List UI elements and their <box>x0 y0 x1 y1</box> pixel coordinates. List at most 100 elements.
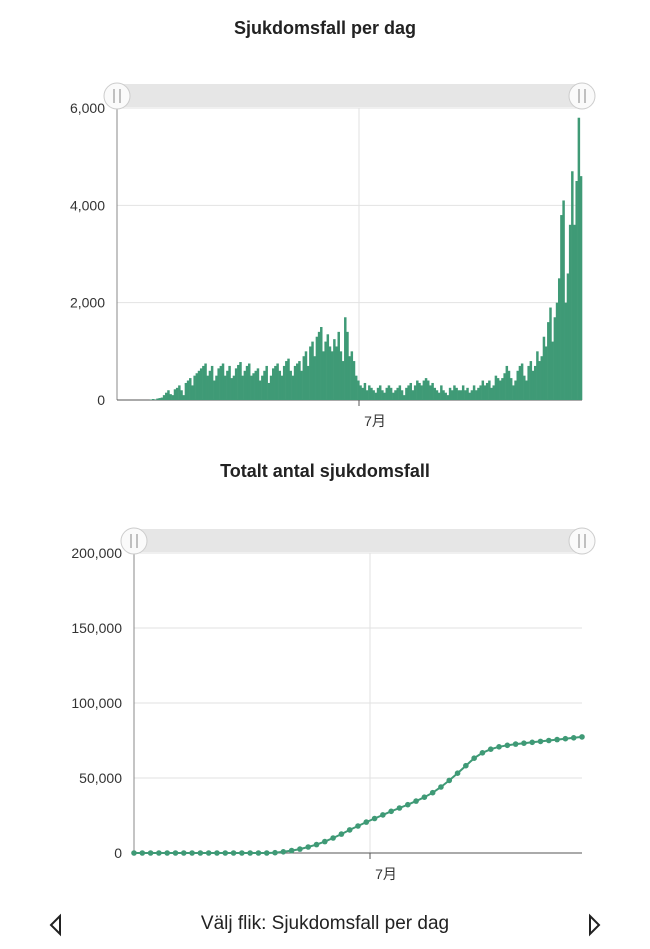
bar <box>544 346 548 400</box>
bar <box>234 368 238 400</box>
chart-title-total: Totalt antal sjukdomsfall <box>220 461 430 481</box>
bar <box>346 331 349 400</box>
bar <box>239 362 242 400</box>
bar <box>195 373 199 400</box>
bar <box>182 395 185 400</box>
range-slider-track <box>134 529 582 552</box>
data-point <box>205 850 212 856</box>
series-line <box>134 735 583 854</box>
bar <box>250 375 253 400</box>
bar <box>300 370 303 400</box>
bar <box>507 370 511 400</box>
data-point <box>380 812 386 818</box>
data-point <box>247 850 253 856</box>
data-point <box>355 823 361 829</box>
tab-selector-label[interactable]: Välj flik: Sjukdomsfall per dag <box>200 913 450 934</box>
data-point <box>446 777 453 784</box>
bar <box>357 380 360 400</box>
bar <box>409 382 413 400</box>
bar <box>296 363 299 400</box>
data-point <box>197 850 204 856</box>
data-point <box>487 746 494 752</box>
data-point <box>230 850 237 856</box>
bar <box>470 390 474 400</box>
bar <box>193 375 196 400</box>
bar <box>272 368 275 400</box>
bar <box>348 356 351 400</box>
data-point <box>570 735 577 741</box>
bar <box>496 378 500 400</box>
y-tick-label: 100,000 <box>71 695 122 711</box>
bar <box>453 385 456 400</box>
data-point <box>521 740 527 746</box>
bar <box>529 361 533 400</box>
bar <box>564 302 568 400</box>
data-point <box>504 742 511 749</box>
bar <box>226 370 229 400</box>
bar <box>533 365 537 400</box>
data-point <box>272 849 278 856</box>
data-point <box>156 850 162 856</box>
bar <box>160 397 164 400</box>
bar <box>354 375 358 400</box>
bar <box>326 334 330 400</box>
bar <box>435 390 439 400</box>
bar <box>365 390 369 400</box>
slider-handle-knob <box>568 527 596 555</box>
bar <box>381 390 384 400</box>
bar <box>287 358 290 400</box>
bar <box>293 365 297 400</box>
bar <box>509 378 513 400</box>
bar <box>370 387 373 400</box>
bar <box>396 387 399 400</box>
bar <box>501 378 504 400</box>
bar <box>230 378 234 400</box>
bar <box>400 390 404 400</box>
y-tick-label: 0 <box>114 845 122 861</box>
bar <box>341 361 345 400</box>
bar <box>184 382 188 400</box>
data-point <box>554 736 560 743</box>
bar <box>492 385 495 400</box>
slider-handle-knob <box>568 82 596 110</box>
bar <box>274 365 277 400</box>
bar <box>459 390 463 400</box>
bar <box>302 356 306 400</box>
bar <box>180 390 183 400</box>
range-slider-right-handle[interactable] <box>568 82 596 110</box>
range-slider-right-handle[interactable] <box>568 527 596 555</box>
bar <box>191 385 194 400</box>
bar <box>158 398 161 400</box>
triangle-right-icon[interactable] <box>582 913 606 937</box>
x-tick-label: 7月 <box>375 866 397 882</box>
data-point <box>429 789 436 796</box>
bar <box>527 365 530 400</box>
range-slider-left-handle[interactable] <box>103 82 131 110</box>
bar <box>263 370 266 400</box>
bar <box>219 365 223 400</box>
bar <box>457 390 461 400</box>
total-cases-chart: 0 50,000 100,000 150,000 200,000 7月 <box>71 527 596 882</box>
bar <box>418 382 421 400</box>
bar <box>228 365 231 400</box>
bar <box>577 117 581 400</box>
bar <box>204 363 207 400</box>
range-slider-left-handle[interactable] <box>120 527 148 555</box>
data-point <box>180 850 187 856</box>
bar <box>335 346 338 400</box>
data-point <box>164 850 170 856</box>
bar <box>512 385 515 400</box>
data-point <box>305 844 312 850</box>
bar <box>151 399 155 400</box>
triangle-left-icon[interactable] <box>44 913 68 937</box>
bar <box>217 368 220 400</box>
data-point <box>438 784 444 790</box>
data-point <box>404 801 411 808</box>
bar <box>573 224 576 400</box>
range-slider-track <box>117 84 582 107</box>
bar <box>413 385 417 400</box>
bar <box>256 368 260 400</box>
bar <box>472 385 476 400</box>
data-point <box>562 735 569 742</box>
data-point <box>546 737 552 744</box>
